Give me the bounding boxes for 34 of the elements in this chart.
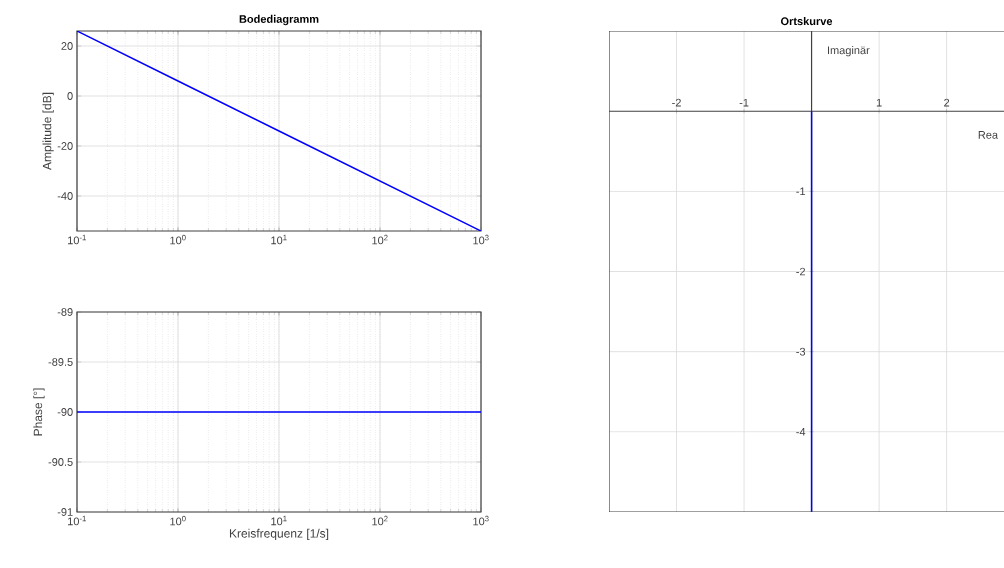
x-tick-label: 10$^{0}$ [170,515,186,526]
y-tick-label: 0 [67,92,73,100]
chart-title: Bodediagramm [239,14,319,26]
y-tick-label: -90.5 [48,458,73,466]
x-tick-label: 10$^{1}$ [271,234,287,245]
x-tick-label: 10$^{2}$ [372,515,388,526]
x-tick-label: 10$^{0}$ [170,234,186,245]
chart-title: Ortskurve [780,17,833,26]
y-tick-label: -20 [57,142,73,150]
y-tick-label: -89.5 [48,358,73,366]
x-axis-title: Rea [978,131,999,139]
x-tick-label: -2 [672,98,681,107]
x-tick-label: 10$^{1}$ [271,515,287,526]
x-tick-label: 10$^{-1}$ [68,234,86,245]
x-tick-label: 10$^{-1}$ [68,515,86,526]
y-tick-label: -90 [57,408,73,416]
y-tick-label: -91 [57,508,73,516]
y-tick-label: -4 [796,428,806,436]
y-axis-title: Imaginär [827,46,870,57]
y-tick-label: -2 [796,267,806,276]
x-tick-label: 2 [944,98,950,107]
y-axis-title: Phase [°] [33,388,45,436]
x-axis-title: Kreisfrequenz [1/s] [229,528,329,541]
y-tick-label: -40 [57,192,73,200]
x-tick-label: 10$^{2}$ [372,234,388,245]
x-tick-label: 10$^{3}$ [473,234,489,245]
y-tick-label: 20 [61,42,73,50]
x-tick-label: 10$^{3}$ [473,515,489,526]
y-tick-label: -1 [796,187,806,196]
x-tick-label: -1 [739,98,749,107]
y-tick-label: -89 [57,308,73,316]
y-axis-title: Amplitude [dB] [42,92,54,171]
x-tick-label: 1 [876,98,882,107]
y-tick-label: -3 [796,347,806,356]
